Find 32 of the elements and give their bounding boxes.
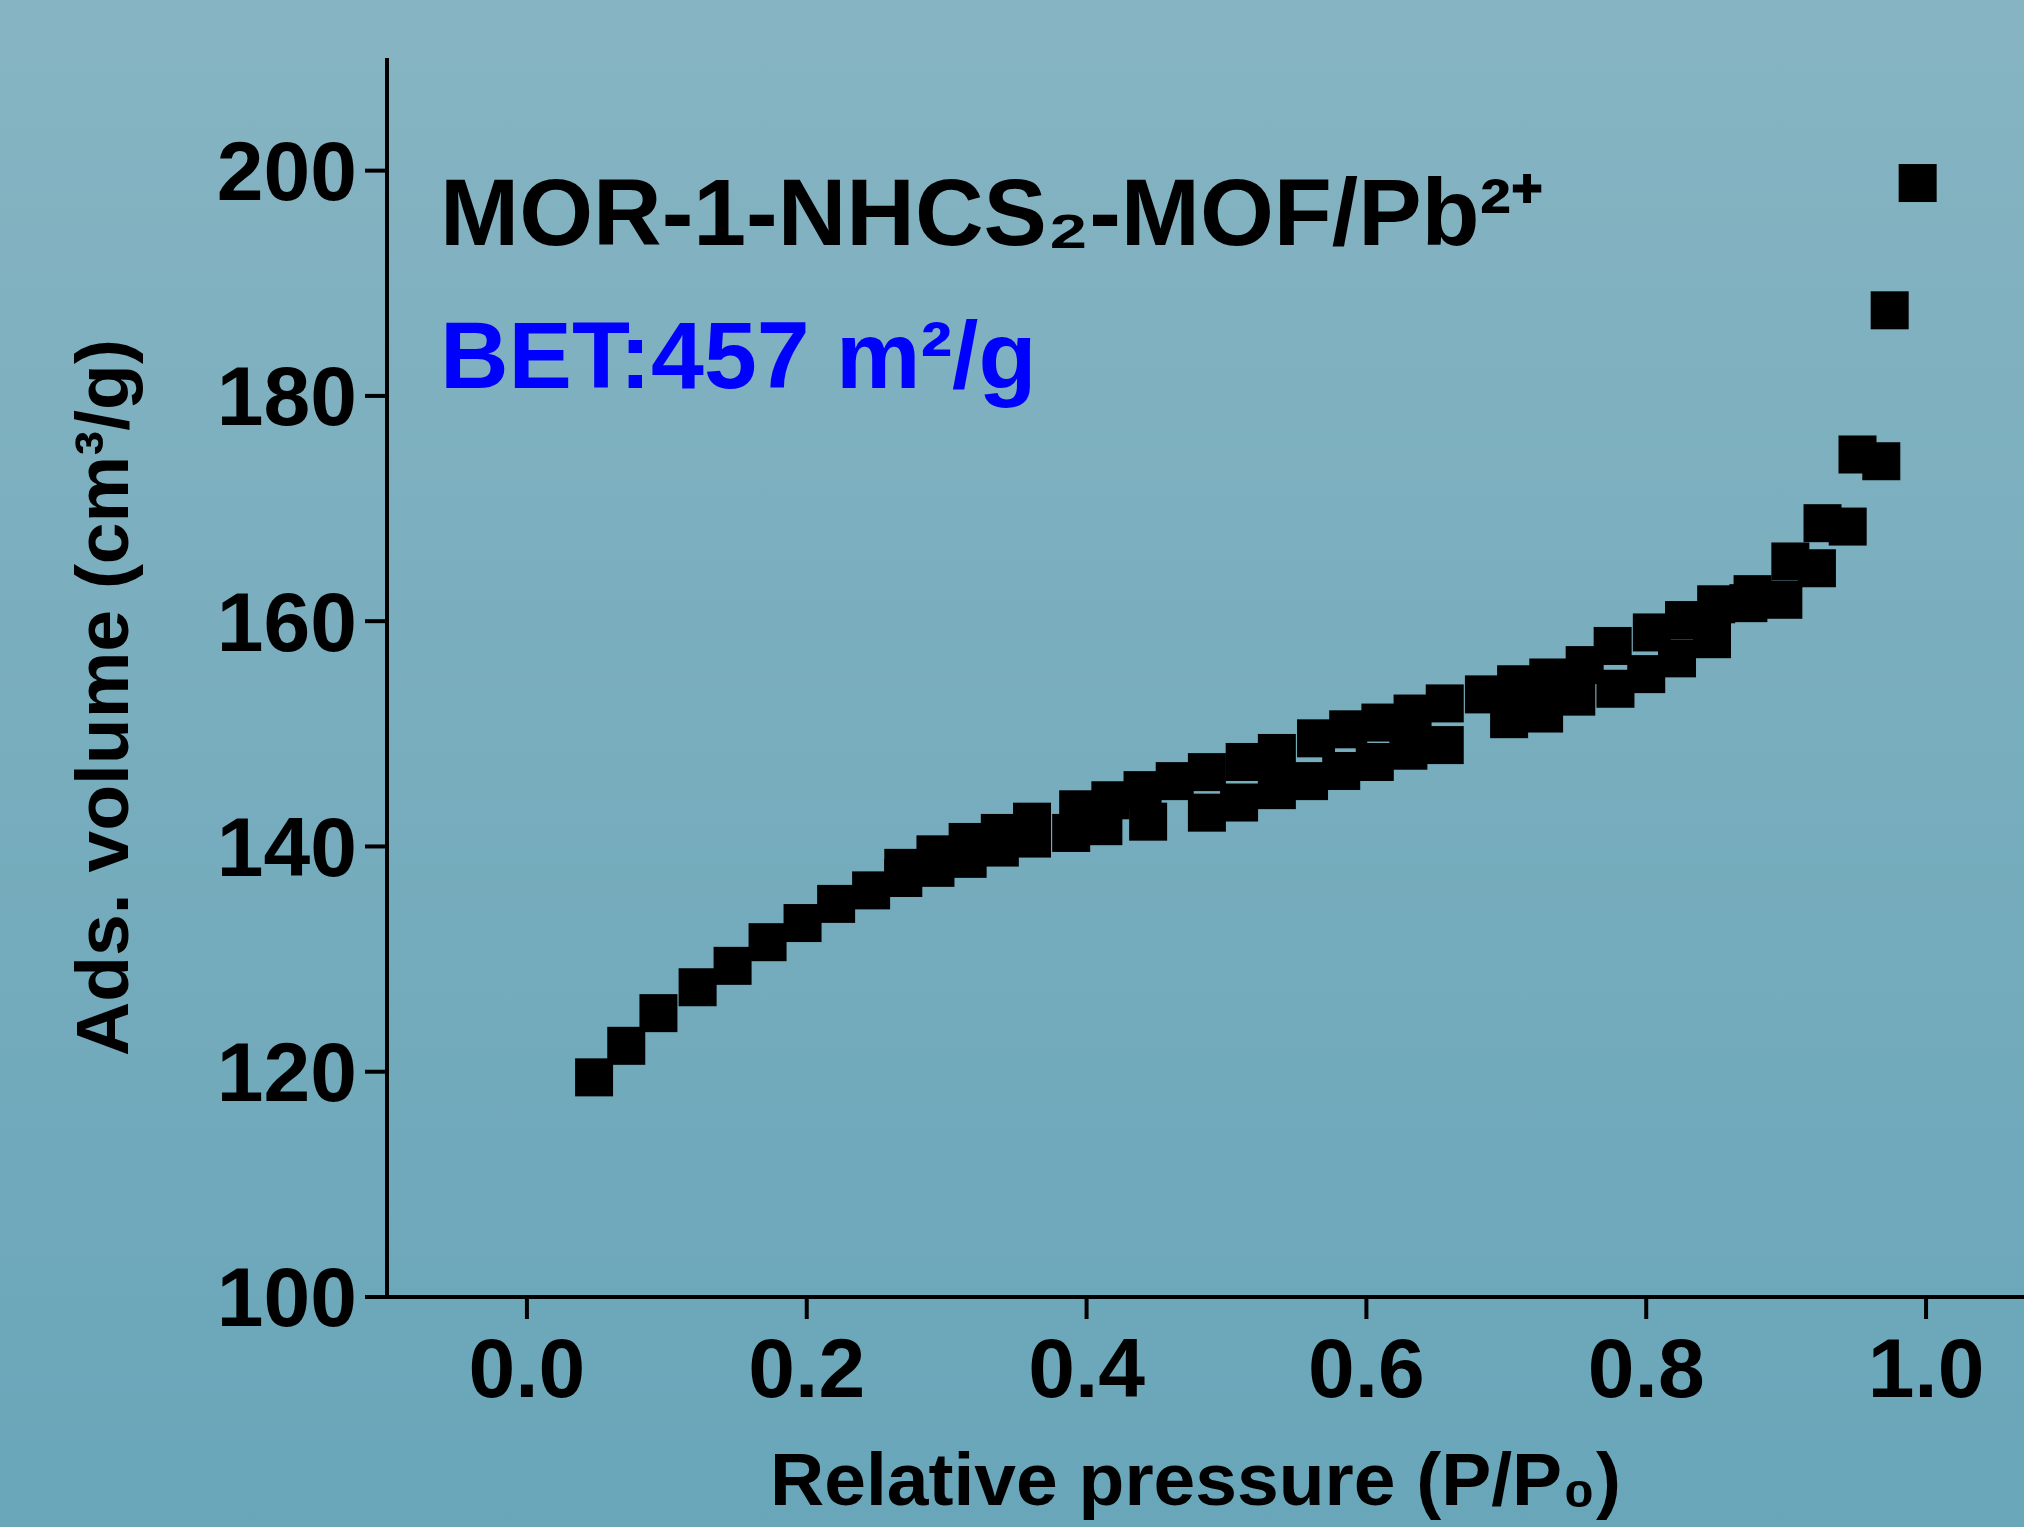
x-tick-label: 1.0	[1867, 1321, 1985, 1415]
y-tick-label: 120	[216, 1025, 357, 1120]
y-tick-label: 200	[216, 124, 357, 219]
x-axis-title: Relative pressure (P/P₀)	[770, 1437, 1621, 1521]
point	[748, 923, 787, 962]
point	[607, 1026, 646, 1065]
y-axis-title: Ads. volume (cm³/g)	[60, 339, 144, 1056]
point	[575, 1058, 614, 1097]
point	[1803, 504, 1842, 543]
point	[817, 884, 856, 923]
point	[1870, 291, 1909, 330]
x-tick-label: 0.6	[1308, 1321, 1425, 1415]
y-tick-label: 180	[216, 349, 357, 444]
annotation: MOR-1-NHCS₂-MOF/Pb²⁺	[440, 159, 1544, 265]
x-tick-label: 0.8	[1587, 1321, 1705, 1415]
point	[713, 946, 752, 985]
x-tick-label: 0.2	[748, 1321, 866, 1415]
point	[639, 994, 678, 1033]
point	[783, 904, 822, 943]
annotation: BET:457 m²/g	[440, 302, 1037, 408]
x-tick-label: 0.4	[1028, 1321, 1146, 1415]
y-tick-label: 100	[216, 1250, 357, 1345]
point	[1297, 719, 1336, 758]
point	[1771, 542, 1810, 581]
y-tick-label: 140	[216, 799, 357, 894]
point	[1838, 435, 1877, 474]
y-tick-label: 160	[216, 574, 357, 669]
point	[1898, 164, 1937, 203]
point	[1425, 726, 1464, 765]
point	[1632, 613, 1671, 652]
x-tick-label: 0.0	[468, 1321, 586, 1415]
point	[678, 968, 717, 1007]
